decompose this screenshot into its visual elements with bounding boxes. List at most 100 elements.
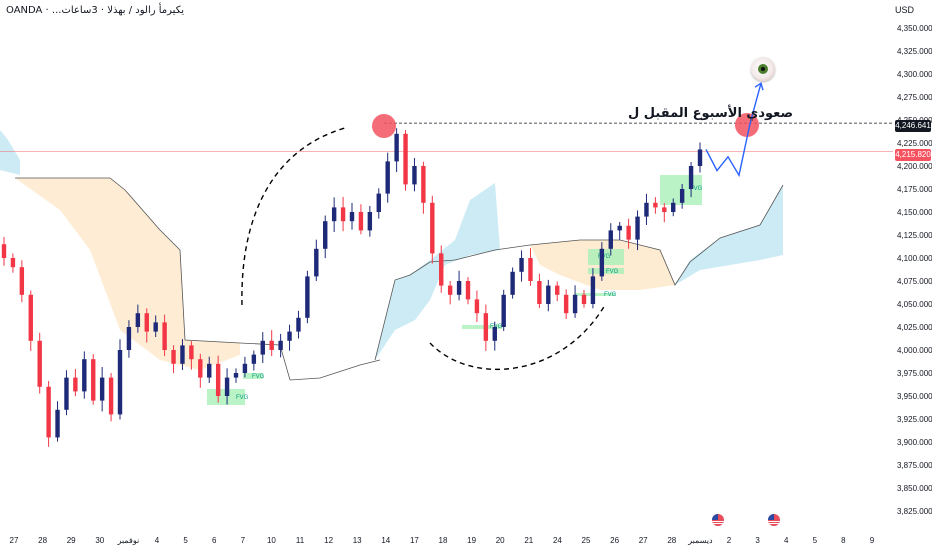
x-tick-label: 11 bbox=[296, 536, 305, 545]
y-tick-label: 4,175.000 bbox=[897, 185, 932, 194]
candle-body bbox=[207, 363, 212, 378]
fvg-label: FVG bbox=[236, 395, 249, 401]
candle-body bbox=[519, 258, 524, 272]
x-tick-label: 29 bbox=[67, 536, 76, 545]
x-tick-label: 27 bbox=[10, 536, 19, 545]
candle-body bbox=[581, 294, 587, 304]
y-tick-label: 4,200.000 bbox=[897, 162, 932, 171]
x-tick-label: 9 bbox=[870, 536, 875, 545]
x-tick-label: 10 bbox=[267, 536, 276, 545]
candle-body bbox=[314, 248, 319, 277]
x-tick-label: نوفمبر bbox=[117, 536, 140, 545]
y-tick-label: 4,350.000 bbox=[897, 24, 932, 33]
candle-body bbox=[572, 294, 578, 314]
x-tick-label: 24 bbox=[553, 536, 562, 545]
y-tick-label: 4,100.000 bbox=[897, 254, 932, 263]
y-tick-label: 4,150.000 bbox=[897, 208, 932, 217]
candle-body bbox=[465, 281, 471, 300]
candle-body bbox=[492, 327, 497, 341]
fvg-label: FVG bbox=[690, 186, 703, 192]
candle-body bbox=[403, 133, 408, 185]
fvg-label: FVG bbox=[606, 269, 619, 275]
candle-body bbox=[82, 359, 87, 392]
candle-body bbox=[599, 248, 605, 277]
currency-label: USD bbox=[894, 5, 914, 15]
candle-body bbox=[91, 359, 96, 401]
fvg-label: FVG bbox=[598, 254, 611, 260]
blue-cloud-middle bbox=[375, 183, 500, 360]
candle-body bbox=[260, 340, 265, 355]
candle-body bbox=[563, 294, 569, 314]
candle-body bbox=[126, 327, 132, 350]
y-tick-label: 4,025.000 bbox=[897, 323, 932, 332]
x-tick-label: 13 bbox=[353, 536, 362, 545]
candle-body bbox=[412, 166, 417, 185]
cloud-line bbox=[15, 177, 381, 381]
zones-layer bbox=[0, 130, 784, 381]
candle-body bbox=[99, 377, 105, 401]
candle-body bbox=[287, 331, 292, 341]
candle-body bbox=[688, 166, 694, 189]
candle-body bbox=[135, 313, 141, 327]
y-tick-label: 3,925.000 bbox=[897, 415, 932, 424]
candle-body bbox=[349, 212, 355, 222]
x-tick-label: 12 bbox=[324, 536, 333, 545]
candle-body bbox=[189, 345, 194, 360]
x-tick-label: 28 bbox=[667, 536, 676, 545]
candle-body bbox=[644, 202, 649, 217]
y-tick-label: 4,300.000 bbox=[897, 70, 932, 79]
candle-body bbox=[10, 258, 16, 268]
candle-body bbox=[653, 202, 658, 208]
eye-icon bbox=[751, 57, 775, 81]
x-tick-label: 14 bbox=[381, 536, 390, 545]
candle-body bbox=[198, 359, 203, 378]
candle-body bbox=[456, 281, 462, 295]
candle-body bbox=[278, 340, 283, 350]
projection-path bbox=[705, 83, 762, 178]
y-tick-label: 4,225.000 bbox=[897, 139, 932, 148]
candle-body bbox=[510, 271, 515, 295]
candle-body bbox=[546, 285, 551, 304]
current-price-tag: 4,215.820 bbox=[895, 149, 931, 161]
candle-body bbox=[671, 202, 676, 212]
candle-body bbox=[242, 363, 248, 373]
projection-arrowhead bbox=[754, 82, 764, 91]
us-flag-icon[interactable] bbox=[768, 514, 780, 526]
candle-body bbox=[447, 285, 453, 295]
candle-body bbox=[323, 221, 328, 249]
y-tick-label: 3,900.000 bbox=[897, 438, 932, 447]
blue-cloud-left bbox=[0, 130, 20, 175]
high-circle-right bbox=[735, 113, 759, 137]
candle-body bbox=[331, 207, 337, 222]
dashed-arc-bottom bbox=[429, 304, 606, 370]
y-tick-label: 3,950.000 bbox=[897, 392, 932, 401]
y-tick-label: 3,850.000 bbox=[897, 484, 932, 493]
candle-body bbox=[144, 313, 149, 332]
candle-body bbox=[305, 276, 310, 318]
x-tick-label: 2 bbox=[727, 536, 732, 545]
x-tick-label: 20 bbox=[496, 536, 505, 545]
x-tick-label: 30 bbox=[95, 536, 104, 545]
candle-body bbox=[117, 350, 123, 415]
fvg-box bbox=[588, 249, 624, 265]
x-tick-label: 18 bbox=[439, 536, 448, 545]
candle-body bbox=[180, 345, 185, 364]
candle-body bbox=[64, 377, 69, 410]
blue-cloud-right bbox=[675, 185, 783, 285]
dashed-arc-left bbox=[241, 127, 346, 306]
candle-body bbox=[233, 373, 239, 378]
candle-body bbox=[608, 230, 613, 249]
x-tick-label: 6 bbox=[212, 536, 217, 545]
candle-body bbox=[385, 161, 390, 194]
us-flag-icon[interactable] bbox=[712, 514, 724, 526]
candle-body bbox=[46, 386, 51, 438]
fvg-box bbox=[462, 325, 502, 329]
candle-body bbox=[537, 281, 542, 304]
high-circle-left bbox=[372, 114, 396, 138]
annotation-text[interactable]: صعودي الأسبوع المقبل ل bbox=[628, 106, 794, 121]
symbol-title[interactable]: OANDA · ...يكيرمأ رالود / بهذلا · 3ساعات bbox=[6, 5, 185, 16]
y-tick-label: 4,050.000 bbox=[897, 300, 932, 309]
candle-body bbox=[358, 212, 364, 231]
candle-body bbox=[483, 313, 489, 341]
